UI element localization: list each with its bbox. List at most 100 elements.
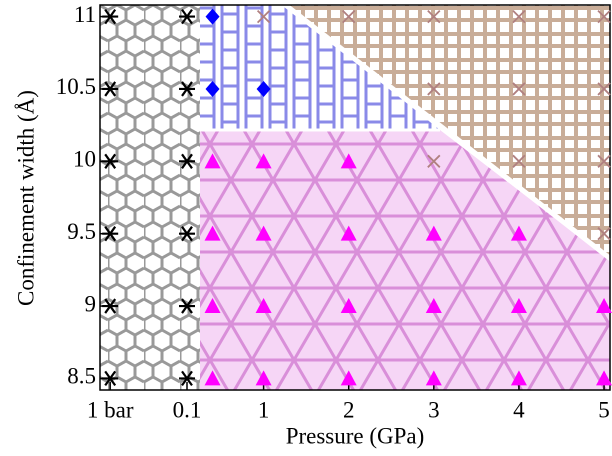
cross-marker — [427, 82, 441, 96]
data-point — [425, 298, 442, 314]
star-marker — [102, 370, 119, 387]
triangle-marker — [204, 153, 221, 169]
star-marker — [102, 298, 119, 314]
plot-frame — [99, 4, 611, 391]
star-marker — [102, 153, 119, 169]
hexagonal-region — [100, 5, 200, 390]
triangle-marker — [510, 370, 527, 386]
cross-marker — [256, 9, 271, 24]
data-point — [342, 9, 356, 24]
star-marker — [102, 8, 119, 25]
data-point — [427, 82, 441, 96]
data-point — [102, 8, 119, 25]
triangle-marker — [425, 298, 442, 314]
x-tick-label: 4 — [513, 397, 525, 422]
triangle-marker — [596, 298, 612, 314]
triangle-marker — [204, 225, 221, 241]
cross-marker — [597, 82, 611, 96]
triangle-marker — [340, 370, 357, 386]
y-tick-label: 9 — [85, 291, 97, 316]
triangle-marker — [340, 153, 357, 169]
cross-marker — [427, 9, 441, 24]
data-point — [597, 154, 611, 168]
data-point — [179, 370, 195, 387]
triangle-marker — [510, 225, 527, 241]
data-point — [179, 8, 195, 25]
triangle-marker — [340, 298, 357, 314]
diamond-marker — [205, 8, 220, 25]
data-point — [204, 298, 221, 314]
data-point — [510, 225, 527, 241]
x-tick-label: 2 — [343, 397, 355, 422]
data-point — [256, 80, 271, 97]
data-point — [102, 81, 119, 97]
data-point — [596, 298, 612, 314]
star-marker — [179, 8, 195, 25]
diamond-marker — [205, 80, 220, 97]
y-axis-label: Confinement width (Å) — [13, 90, 38, 306]
data-point — [255, 298, 272, 314]
data-point — [204, 370, 221, 386]
data-point — [596, 370, 612, 386]
triangular-region — [200, 130, 610, 390]
data-point — [597, 9, 611, 24]
x-tick-label: 5 — [598, 397, 610, 422]
data-point — [512, 82, 526, 96]
data-point — [204, 225, 221, 241]
data-point — [425, 370, 442, 386]
cross-marker — [512, 154, 526, 168]
data-point — [597, 82, 611, 96]
x-tick-label: 3 — [428, 397, 440, 422]
data-point — [255, 153, 272, 169]
data-point — [205, 8, 220, 25]
data-point — [102, 370, 119, 387]
x-axis-label: Pressure (GPa) — [286, 423, 425, 448]
star-marker — [179, 370, 195, 387]
data-point — [179, 226, 195, 242]
data-point — [512, 9, 526, 24]
diamond-marker — [256, 80, 271, 97]
cross-marker — [427, 154, 441, 168]
ladder-region — [200, 5, 440, 130]
data-point — [425, 225, 442, 241]
data-point — [427, 9, 441, 24]
data-point — [510, 298, 527, 314]
triangle-marker — [255, 153, 272, 169]
y-tick-label: 9.5 — [67, 219, 96, 244]
data-point — [179, 81, 195, 97]
data-point — [340, 298, 357, 314]
triangle-marker — [340, 225, 357, 241]
cross-marker — [597, 9, 611, 24]
triangle-marker — [425, 225, 442, 241]
y-tick-label: 8.5 — [67, 364, 96, 389]
data-point — [204, 153, 221, 169]
data-point — [205, 80, 220, 97]
data-point — [256, 9, 271, 24]
star-marker — [102, 226, 119, 242]
star-marker — [179, 298, 195, 314]
y-tick-label: 10.5 — [56, 74, 96, 99]
data-point — [102, 298, 119, 314]
star-marker — [179, 81, 195, 97]
cross-marker — [512, 9, 526, 24]
data-point — [255, 225, 272, 241]
data-point — [340, 370, 357, 386]
data-point — [597, 227, 611, 241]
data-point — [510, 370, 527, 386]
data-point — [255, 370, 272, 386]
cross-marker — [342, 9, 356, 24]
data-point — [179, 153, 195, 169]
triangle-marker — [204, 370, 221, 386]
y-tick-label: 10 — [73, 147, 96, 172]
phase-regions — [100, 5, 610, 390]
x-tick-label: 0.1 — [173, 397, 202, 422]
data-point — [340, 153, 357, 169]
star-marker — [179, 226, 195, 242]
triangle-marker — [596, 370, 612, 386]
triangle-marker — [425, 370, 442, 386]
y-tick-label: 11 — [74, 2, 96, 27]
star-marker — [179, 153, 195, 169]
triangle-marker — [204, 298, 221, 314]
triangle-marker — [255, 370, 272, 386]
triangle-marker — [255, 298, 272, 314]
